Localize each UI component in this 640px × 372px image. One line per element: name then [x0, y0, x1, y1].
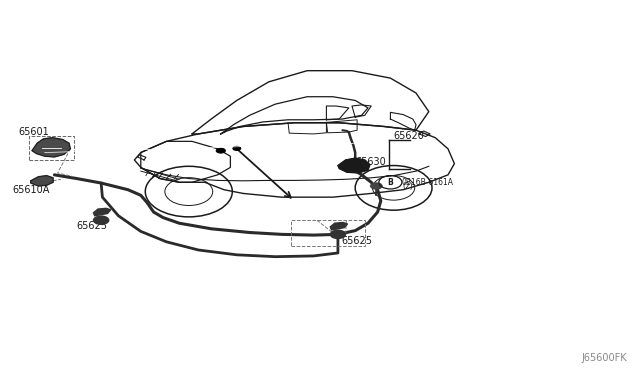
Text: (2): (2) — [402, 182, 413, 191]
Text: 0B16B-6161A: 0B16B-6161A — [402, 178, 454, 187]
Polygon shape — [338, 158, 370, 173]
Polygon shape — [31, 176, 53, 186]
Text: 65620: 65620 — [393, 131, 424, 141]
Circle shape — [330, 230, 346, 239]
Polygon shape — [93, 208, 111, 216]
Text: 65610A: 65610A — [13, 185, 50, 195]
Circle shape — [232, 146, 241, 151]
Text: 65630: 65630 — [356, 157, 387, 167]
Bar — [291, 220, 365, 246]
Text: 65625: 65625 — [342, 236, 372, 246]
Polygon shape — [32, 138, 70, 157]
Polygon shape — [330, 222, 348, 230]
Circle shape — [216, 148, 226, 154]
Circle shape — [370, 182, 383, 190]
Text: 65625: 65625 — [77, 221, 108, 231]
Text: B: B — [388, 178, 393, 187]
Text: J65600FK: J65600FK — [582, 353, 627, 363]
Circle shape — [93, 215, 109, 225]
Text: 65601: 65601 — [18, 127, 49, 137]
